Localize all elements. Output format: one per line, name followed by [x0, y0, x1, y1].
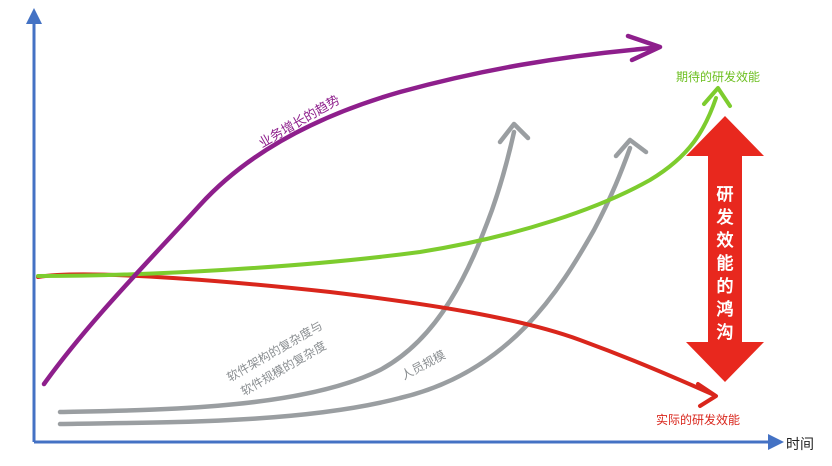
gap-char-5: 的 [717, 276, 734, 297]
gap-char-1: 研 [717, 185, 734, 205]
headcount-curve [57, 137, 649, 427]
expected-efficiency-curve [36, 86, 732, 278]
axes [26, 8, 784, 450]
gap-char-6: 鸿 [717, 299, 734, 320]
headcount-arrowhead [613, 137, 649, 159]
gap-char-4: 能 [717, 253, 734, 274]
expected-efficiency-label: 期待的研发效能 [676, 69, 760, 84]
gap-char-2: 发 [716, 207, 735, 228]
business-trend-line [41, 45, 655, 387]
gap-char-3: 效 [717, 230, 734, 251]
headcount-line [57, 145, 633, 427]
gap-arrow [686, 116, 764, 382]
business-trend-curve [41, 33, 663, 387]
complexity-line [57, 129, 517, 415]
business-trend-arrowhead [625, 33, 663, 63]
expected-efficiency-arrowhead [702, 86, 732, 108]
actual-efficiency-label: 实际的研发效能 [656, 412, 740, 427]
gap-label: 研 发 效 能 的 鸿 沟 [716, 185, 735, 343]
complexity-curve [57, 121, 531, 415]
complexity-arrowhead [497, 121, 531, 145]
y-axis-arrowhead [26, 8, 42, 24]
actual-efficiency-curve [36, 272, 718, 408]
x-axis-label: 时间 [786, 437, 814, 453]
actual-efficiency-line [36, 272, 714, 396]
gap-arrow-shape [686, 116, 764, 382]
actual-efficiency-arrowhead [696, 382, 718, 408]
business-trend-label: 业务增长的趋势 [256, 92, 343, 151]
gap-char-7: 沟 [717, 322, 734, 343]
expected-efficiency-line [36, 96, 718, 278]
x-axis-arrowhead [768, 434, 784, 450]
